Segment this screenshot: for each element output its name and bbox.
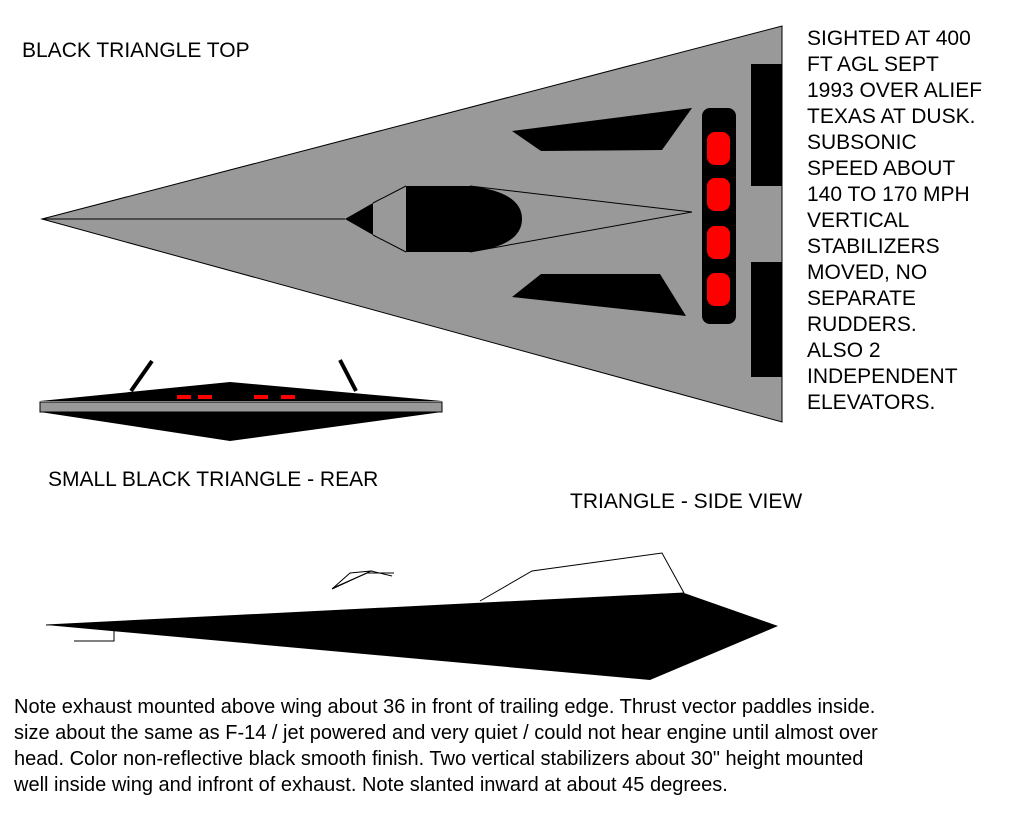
sighting-line: INDEPENDENT — [807, 365, 958, 388]
side-stabilizer-outline — [479, 552, 685, 602]
rear-light — [281, 395, 295, 399]
side-view-title: TRIANGLE - SIDE VIEW — [570, 490, 803, 513]
upper-elevator — [751, 64, 782, 186]
sighting-line: STABILIZERS — [807, 235, 940, 258]
sighting-line: FT AGL SEPT — [807, 53, 939, 76]
sighting-line: VERTICAL — [807, 209, 910, 232]
cockpit-edge-line — [372, 234, 407, 253]
cockpit-edge-line — [372, 185, 407, 204]
sighting-line: SIGHTED AT 400 — [807, 27, 971, 50]
note-line: Note exhaust mounted above wing about 36… — [14, 696, 876, 718]
sighting-line: SPEED ABOUT — [807, 157, 956, 180]
sighting-line: SUBSONIC — [807, 131, 917, 154]
rear-view-drawing — [39, 359, 443, 441]
lower-elevator — [751, 262, 782, 377]
sighting-line: TEXAS AT DUSK. — [807, 105, 976, 128]
note-line: head. Color non-reflective black smooth … — [14, 748, 864, 770]
top-view-title: BLACK TRIANGLE TOP — [22, 39, 250, 62]
note-line: size about the same as F-14 / jet powere… — [14, 722, 878, 744]
side-tail-tip — [74, 628, 115, 642]
sighting-description: SIGHTED AT 400 FT AGL SEPT 1993 OVER ALI… — [807, 26, 982, 416]
rear-wing-band — [39, 401, 443, 413]
rear-body-upper — [40, 382, 442, 401]
rear-light — [177, 395, 191, 399]
cockpit-canopy — [406, 186, 522, 252]
side-body — [46, 593, 778, 680]
rear-view-title: SMALL BLACK TRIANGLE - REAR — [48, 468, 379, 491]
rear-stabilizer-left — [129, 359, 154, 393]
sighting-line: 1993 OVER ALIEF — [807, 79, 983, 102]
fuselage-line — [469, 185, 693, 213]
rear-light — [254, 395, 268, 399]
rear-stabilizer-right — [338, 359, 358, 392]
exhaust-light — [707, 226, 730, 259]
rear-body-lower — [40, 412, 442, 441]
sighting-line: MOVED, NO — [807, 261, 928, 284]
nose-cone — [345, 203, 373, 235]
note-text: Note exhaust mounted above wing about 36… — [14, 694, 1014, 798]
sighting-line: ALSO 2 — [807, 339, 881, 362]
side-view-drawing — [45, 552, 778, 680]
side-canopy-outline — [331, 570, 393, 590]
sighting-line: 140 TO 170 MPH — [807, 183, 970, 206]
sighting-line: ELEVATORS. — [807, 391, 936, 414]
top-view-drawing — [40, 25, 783, 423]
rear-light — [198, 395, 212, 399]
lower-stabilizer — [512, 274, 686, 316]
sighting-line: RUDDERS. — [807, 313, 917, 336]
exhaust-light — [707, 178, 730, 211]
upper-stabilizer — [512, 108, 692, 151]
exhaust-light — [707, 132, 730, 165]
side-canopy-frame — [332, 572, 394, 589]
note-line: well inside wing and infront of exhaust.… — [14, 774, 728, 796]
sighting-line: SEPARATE — [807, 287, 916, 310]
exhaust-light — [707, 273, 730, 306]
fuselage-line — [469, 211, 693, 253]
